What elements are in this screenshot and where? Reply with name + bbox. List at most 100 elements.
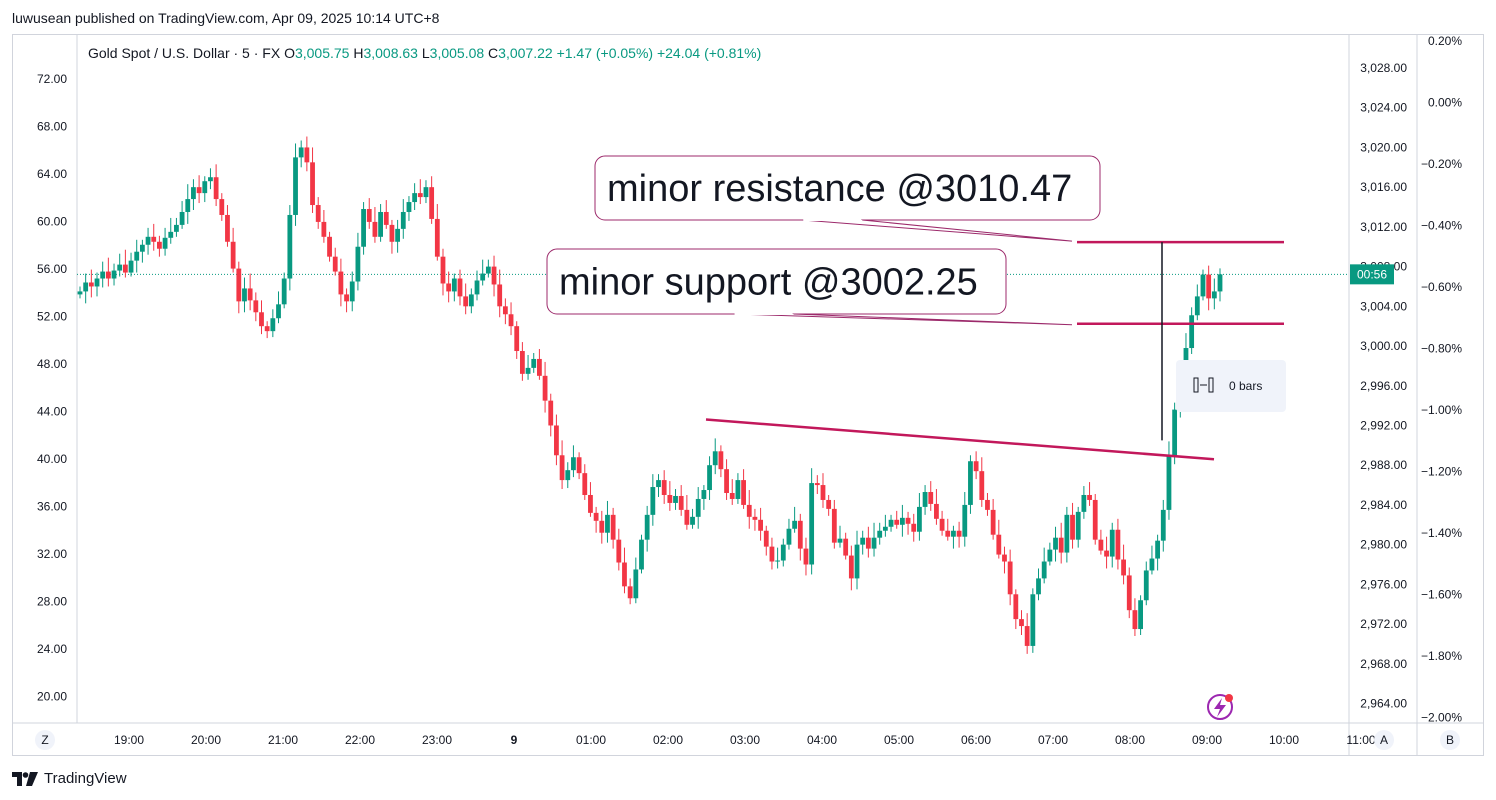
- candle: [100, 261, 106, 288]
- candle: [213, 164, 219, 207]
- left-axis-tick: 40.00: [37, 452, 67, 466]
- left-axis-tick: 64.00: [37, 167, 67, 181]
- candle-body: [752, 516, 758, 520]
- candle-body: [395, 228, 401, 242]
- candle-body: [644, 514, 650, 540]
- annotation-callout[interactable]: minor support @3002.25: [546, 248, 1073, 326]
- candle-body: [1019, 619, 1024, 627]
- annotation-pointer-mask: [734, 312, 793, 315]
- drawings-layer[interactable]: minor resistance @3010.47 minor support @…: [546, 155, 1284, 461]
- candle: [111, 263, 117, 286]
- candle: [814, 475, 820, 494]
- percent-axis-tick: −0.40%: [1421, 219, 1462, 233]
- candle: [1149, 545, 1155, 575]
- candle-body: [650, 487, 656, 515]
- lightning-icon[interactable]: [1207, 694, 1233, 720]
- candle-body: [797, 520, 803, 549]
- price-axis-tick: 3,000.00: [1360, 339, 1407, 353]
- candle-body: [763, 530, 769, 547]
- candle: [1024, 613, 1030, 654]
- candle: [860, 530, 866, 555]
- candle: [593, 506, 599, 533]
- candle: [344, 288, 349, 313]
- candle-body: [242, 288, 247, 302]
- candle: [996, 519, 1002, 559]
- price-axis-tick: 2,972.00: [1360, 617, 1407, 631]
- candle: [1041, 547, 1047, 584]
- candle: [88, 269, 94, 298]
- candle-body: [253, 300, 259, 313]
- candle-body: [1002, 554, 1007, 562]
- time-axis-tick: 01:00: [576, 733, 606, 747]
- symbol-header[interactable]: Gold Spot / U.S. Dollar · 5 · FX O3,005.…: [88, 45, 761, 61]
- candle-body: [293, 157, 298, 215]
- auto-scale-button[interactable]: [1374, 730, 1394, 750]
- candle: [865, 526, 871, 558]
- candle: [537, 349, 542, 380]
- candle-body: [100, 271, 106, 279]
- candle: [718, 445, 724, 478]
- candle-body: [276, 304, 281, 319]
- candle: [831, 499, 837, 549]
- candle-body: [378, 211, 383, 237]
- time-axis-tick: 21:00: [268, 733, 298, 747]
- candle-body: [559, 455, 565, 481]
- candle-body: [1126, 575, 1132, 611]
- candle: [928, 481, 934, 511]
- candle: [848, 545, 854, 591]
- candle-body: [236, 268, 242, 302]
- candle: [780, 538, 786, 567]
- candle: [423, 180, 429, 204]
- auto-scale-label: A: [1380, 733, 1388, 747]
- candle-body: [899, 517, 905, 525]
- candle: [644, 505, 650, 552]
- candle-body: [758, 519, 763, 531]
- candle-body: [712, 451, 718, 466]
- candle-body: [622, 562, 627, 587]
- candle: [1019, 610, 1024, 636]
- candle-body: [939, 518, 945, 531]
- zoom-reset-button[interactable]: [35, 730, 55, 750]
- candle-body: [151, 236, 157, 242]
- candle-body: [1143, 570, 1149, 601]
- candle: [1172, 402, 1178, 465]
- candle-body: [985, 499, 990, 510]
- candle: [684, 494, 690, 530]
- candle-body: [1024, 626, 1030, 646]
- candle: [139, 239, 145, 263]
- time-axis-tick: 19:00: [114, 733, 144, 747]
- close-value: 3,007.22: [498, 45, 553, 61]
- candle-body: [451, 278, 457, 292]
- candle-body: [327, 236, 332, 257]
- tradingview-logo[interactable]: TradingView: [12, 770, 127, 787]
- candle-body: [695, 498, 701, 517]
- candle: [922, 485, 928, 515]
- candle-body: [565, 470, 571, 481]
- candle: [400, 199, 406, 239]
- b-scale-button[interactable]: [1440, 730, 1460, 750]
- candle: [979, 457, 985, 507]
- left-axis: 72.00 68.00 64.00 60.00 56.00 52.00 48.00 44.00…: [37, 72, 67, 704]
- low-label: L: [421, 45, 430, 61]
- candle: [1211, 278, 1217, 310]
- candle-body: [667, 494, 673, 503]
- candle: [741, 469, 746, 509]
- price-axis-tick: 3,020.00: [1360, 140, 1407, 154]
- candle: [270, 309, 276, 338]
- annotation-pointer: [733, 313, 1073, 326]
- descending-trendline[interactable]: [705, 418, 1215, 461]
- price-axis-tick: 2,992.00: [1360, 418, 1407, 432]
- percent-axis-tick: −0.60%: [1421, 280, 1462, 294]
- candle-body: [474, 280, 480, 295]
- candle-body: [979, 471, 985, 500]
- candle-body: [1217, 274, 1223, 292]
- annotation-callout[interactable]: minor resistance @3010.47: [594, 155, 1101, 242]
- price-axis-tick: 2,980.00: [1360, 538, 1407, 552]
- candle-body: [287, 214, 293, 279]
- candle-body: [139, 244, 145, 252]
- candle-body: [429, 187, 435, 219]
- candle-body: [968, 461, 973, 505]
- candle: [1047, 542, 1053, 566]
- candle: [803, 537, 809, 576]
